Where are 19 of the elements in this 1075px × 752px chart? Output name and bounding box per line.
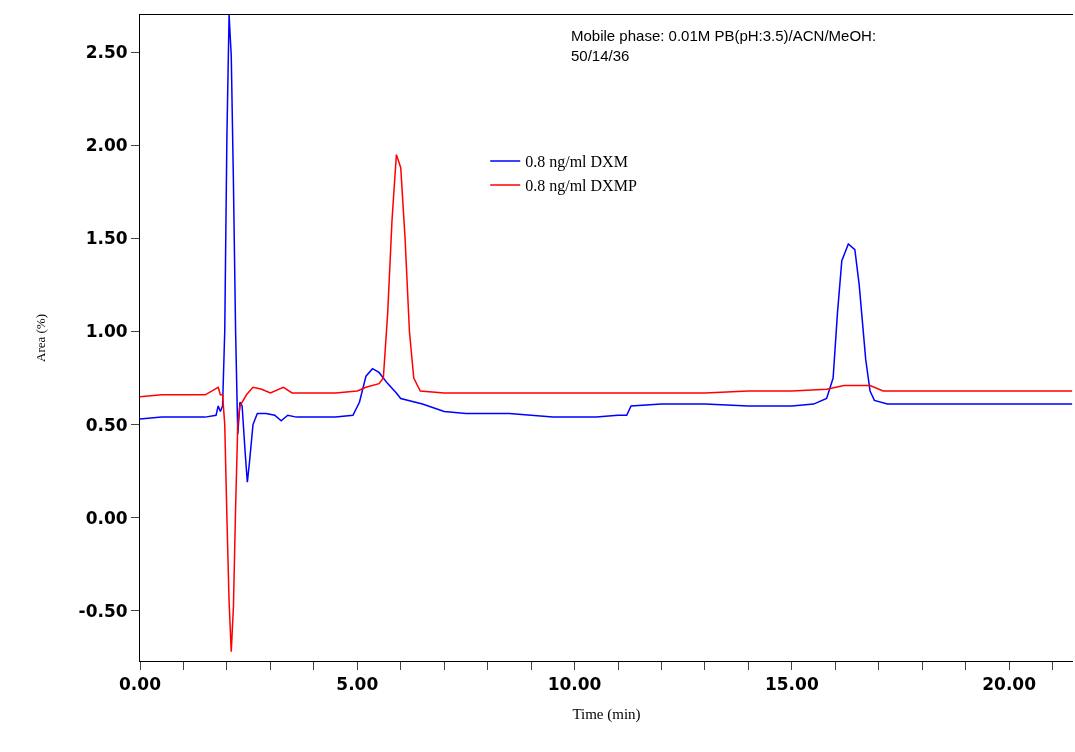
x-axis-title: Time (min) — [572, 706, 641, 724]
x-tick-label: 5.00 — [336, 674, 379, 695]
x-tick-label: 20.00 — [982, 674, 1037, 695]
y-tick-label: 0.00 — [85, 507, 128, 528]
x-tick-label: 10.00 — [547, 674, 602, 695]
y-tick-label: 0.50 — [85, 414, 128, 435]
x-tick-label: 0.00 — [119, 674, 162, 695]
annotation: Mobile phase: 0.01M PB(pH:3.5)/ACN/MeOH: 50/14/36 — [571, 27, 877, 64]
y-tick-label: 2.00 — [85, 135, 128, 156]
line-series — [140, 153, 1073, 653]
y-tick-label: 1.50 — [85, 228, 128, 249]
y-tick-label: -0.50 — [78, 600, 128, 621]
y-axis-title: Area (%) — [32, 314, 48, 362]
y-tick-label: 2.50 — [85, 42, 128, 63]
x-tick-label: 15.00 — [764, 674, 819, 695]
y-tick-label: 1.00 — [85, 321, 128, 342]
legend-label: 0.8 ng/ml DXMP — [525, 177, 637, 196]
line-series — [140, 15, 1073, 484]
legend-label: 0.8 ng/ml DXM — [525, 153, 628, 172]
